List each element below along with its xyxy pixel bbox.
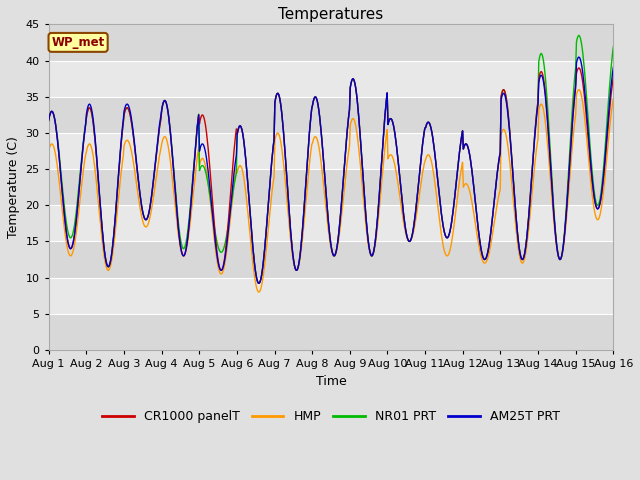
Legend: CR1000 panelT, HMP, NR01 PRT, AM25T PRT: CR1000 panelT, HMP, NR01 PRT, AM25T PRT bbox=[97, 405, 564, 428]
Bar bbox=[49, 97, 613, 133]
Bar bbox=[49, 169, 613, 205]
Bar bbox=[49, 24, 613, 60]
Bar bbox=[49, 205, 613, 241]
Title: Temperatures: Temperatures bbox=[278, 7, 383, 22]
Bar bbox=[49, 314, 613, 350]
Bar bbox=[49, 241, 613, 277]
X-axis label: Time: Time bbox=[316, 374, 346, 387]
Bar bbox=[49, 133, 613, 169]
Bar bbox=[49, 277, 613, 314]
Bar bbox=[49, 60, 613, 97]
Y-axis label: Temperature (C): Temperature (C) bbox=[7, 136, 20, 238]
Text: WP_met: WP_met bbox=[51, 36, 105, 49]
